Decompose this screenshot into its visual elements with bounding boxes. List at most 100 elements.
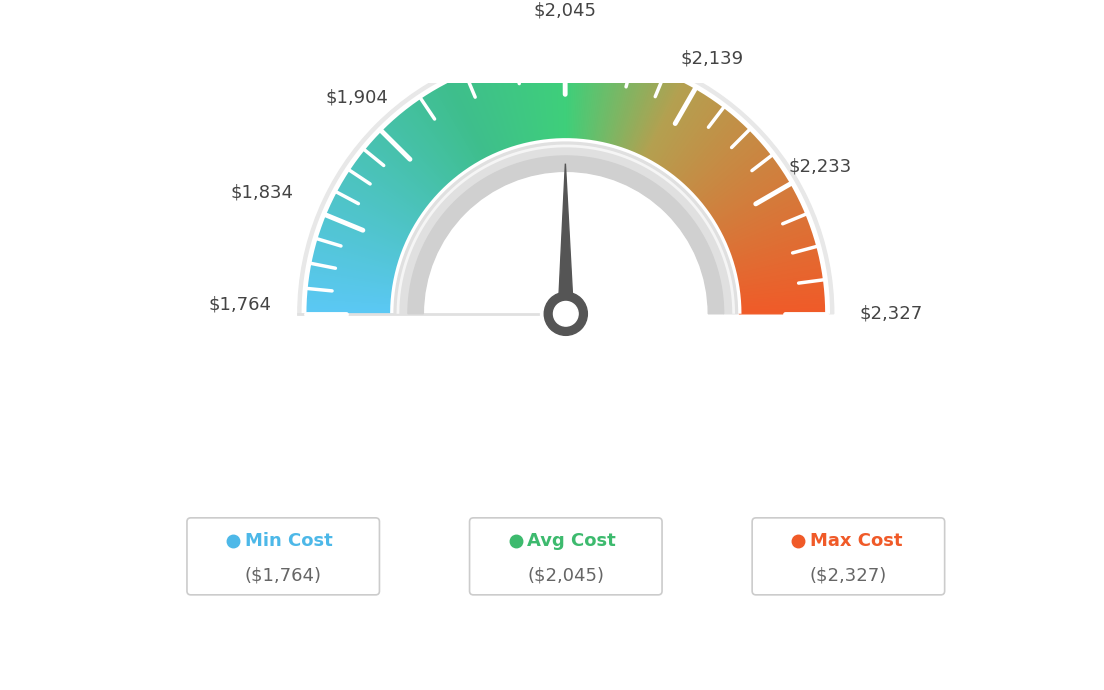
Wedge shape — [312, 246, 399, 270]
Wedge shape — [700, 149, 771, 206]
Wedge shape — [739, 293, 827, 302]
Wedge shape — [734, 253, 821, 275]
Wedge shape — [323, 214, 406, 249]
Wedge shape — [449, 79, 490, 159]
Wedge shape — [367, 142, 435, 201]
Wedge shape — [364, 146, 433, 204]
Wedge shape — [634, 73, 670, 155]
Wedge shape — [636, 75, 675, 156]
Wedge shape — [328, 203, 408, 242]
Text: $2,139: $2,139 — [681, 50, 744, 68]
Wedge shape — [688, 128, 753, 193]
Wedge shape — [401, 109, 458, 179]
Wedge shape — [326, 207, 407, 245]
Wedge shape — [403, 108, 459, 178]
Wedge shape — [577, 52, 586, 141]
Wedge shape — [455, 76, 493, 157]
Wedge shape — [739, 311, 828, 314]
Wedge shape — [575, 52, 582, 141]
Wedge shape — [728, 222, 811, 255]
Wedge shape — [596, 56, 614, 144]
Wedge shape — [306, 282, 394, 294]
Wedge shape — [671, 106, 726, 177]
Wedge shape — [700, 147, 769, 205]
Wedge shape — [491, 62, 518, 148]
Wedge shape — [559, 52, 563, 141]
Wedge shape — [593, 55, 609, 143]
Wedge shape — [652, 87, 699, 164]
Wedge shape — [464, 72, 499, 155]
Wedge shape — [612, 61, 638, 147]
Wedge shape — [534, 54, 546, 142]
Wedge shape — [315, 237, 400, 264]
Text: Min Cost: Min Cost — [245, 532, 332, 550]
Wedge shape — [473, 68, 506, 152]
Wedge shape — [392, 116, 453, 184]
Wedge shape — [587, 54, 599, 142]
Wedge shape — [362, 147, 432, 205]
Wedge shape — [360, 151, 431, 207]
Wedge shape — [619, 65, 649, 150]
Wedge shape — [630, 71, 666, 154]
Wedge shape — [672, 108, 729, 178]
Wedge shape — [317, 230, 402, 260]
Wedge shape — [647, 83, 691, 161]
Wedge shape — [626, 68, 659, 152]
Wedge shape — [735, 259, 822, 279]
Wedge shape — [307, 275, 394, 290]
Wedge shape — [567, 52, 571, 141]
Wedge shape — [347, 169, 422, 219]
Wedge shape — [651, 86, 697, 164]
Wedge shape — [339, 181, 416, 227]
Wedge shape — [648, 83, 692, 162]
Wedge shape — [457, 75, 496, 156]
Wedge shape — [691, 134, 757, 196]
Wedge shape — [698, 144, 766, 202]
Wedge shape — [305, 295, 393, 303]
Wedge shape — [704, 156, 776, 210]
Wedge shape — [601, 57, 620, 144]
Wedge shape — [440, 83, 485, 161]
Wedge shape — [733, 244, 819, 269]
Wedge shape — [452, 77, 491, 158]
Wedge shape — [696, 140, 763, 200]
Wedge shape — [437, 85, 481, 163]
Wedge shape — [423, 93, 473, 168]
Wedge shape — [569, 52, 573, 141]
Wedge shape — [720, 193, 799, 235]
Wedge shape — [400, 110, 457, 180]
Wedge shape — [330, 197, 411, 238]
Wedge shape — [320, 222, 404, 255]
Text: $1,764: $1,764 — [209, 296, 272, 314]
Wedge shape — [532, 54, 544, 142]
Wedge shape — [718, 189, 797, 233]
Wedge shape — [332, 193, 412, 235]
Wedge shape — [654, 88, 701, 166]
Wedge shape — [468, 70, 502, 153]
Wedge shape — [306, 277, 394, 291]
FancyBboxPatch shape — [187, 518, 380, 595]
Wedge shape — [680, 118, 741, 185]
Text: $1,904: $1,904 — [326, 89, 389, 107]
Wedge shape — [563, 52, 565, 141]
Wedge shape — [351, 161, 425, 215]
Wedge shape — [304, 305, 393, 309]
Wedge shape — [412, 101, 465, 174]
Wedge shape — [305, 286, 393, 297]
Wedge shape — [624, 67, 656, 151]
Wedge shape — [482, 65, 512, 150]
Wedge shape — [729, 226, 814, 257]
Wedge shape — [336, 187, 414, 231]
Polygon shape — [559, 164, 573, 314]
Text: $1,834: $1,834 — [231, 184, 294, 201]
FancyBboxPatch shape — [752, 518, 945, 595]
Wedge shape — [692, 135, 758, 197]
Wedge shape — [543, 53, 552, 141]
Wedge shape — [614, 62, 640, 148]
Wedge shape — [315, 239, 400, 266]
Wedge shape — [311, 250, 397, 273]
Wedge shape — [370, 139, 437, 199]
Wedge shape — [710, 169, 785, 219]
Text: Max Cost: Max Cost — [810, 532, 902, 550]
Wedge shape — [638, 76, 677, 157]
